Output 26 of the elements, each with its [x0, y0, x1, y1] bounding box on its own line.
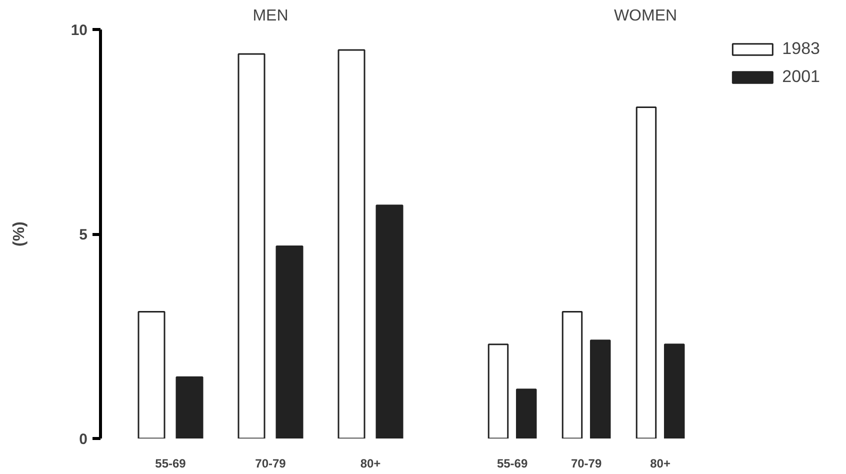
legend-label: 1983 [782, 39, 820, 59]
y-tick-label: 0 [79, 431, 88, 448]
x-tick-label: 80+ [360, 456, 381, 470]
bar [338, 49, 366, 438]
bar [590, 340, 611, 438]
bar [276, 246, 304, 438]
y-axis-title: (%) [10, 222, 28, 246]
bar [176, 376, 204, 438]
x-tick-label: 80+ [650, 456, 670, 470]
bar [376, 204, 404, 438]
bar [138, 310, 166, 438]
bar [516, 388, 537, 438]
x-tick-label: 55-69 [496, 456, 528, 470]
bar [488, 344, 509, 438]
x-tick-label: 55-69 [155, 456, 186, 470]
chart-title: MEN [252, 8, 288, 24]
legend-label: 2001 [782, 67, 820, 87]
y-tick-label: 5 [79, 226, 88, 244]
bar [238, 53, 266, 438]
x-tick-label: 70-79 [255, 456, 286, 470]
bar [664, 344, 685, 438]
bar [562, 310, 583, 438]
x-tick-label: 70-79 [570, 456, 602, 470]
chart-title: WOMEN [614, 8, 678, 24]
y-tick-label: 10 [70, 22, 88, 39]
bar [636, 106, 657, 438]
